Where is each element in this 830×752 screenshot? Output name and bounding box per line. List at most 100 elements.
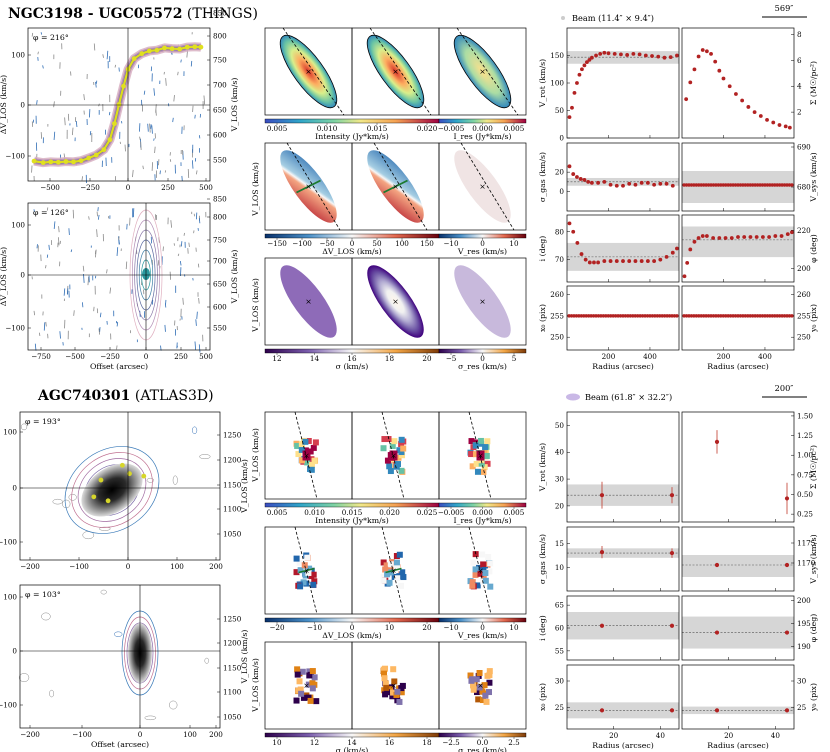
data-point (596, 314, 601, 318)
noise-contour (70, 249, 73, 253)
data-point (716, 314, 721, 318)
map-pixel (381, 670, 388, 677)
map-pixel (386, 579, 393, 586)
rotation-curve-point (192, 44, 198, 50)
pv-frame (19, 584, 221, 729)
data-point (724, 183, 728, 187)
noise-contour (164, 324, 166, 332)
map-pixel (296, 678, 303, 685)
noise-contour (204, 657, 210, 664)
data-point (582, 314, 586, 318)
y-tick-label: −100 (5, 324, 25, 333)
map-pixel (389, 693, 396, 700)
map-pixel (302, 447, 309, 454)
noise-contour (180, 59, 182, 63)
map-pixel (398, 449, 405, 456)
noise-contour (49, 689, 55, 698)
noise-contour (89, 130, 92, 136)
data-point (736, 314, 740, 318)
colorbar-tick-label: 0.015 (367, 124, 388, 133)
colorbar-tick-label: 10 (509, 239, 519, 248)
data-point (670, 314, 674, 318)
data-point (709, 314, 713, 318)
data-point (746, 314, 750, 318)
residual-colorbar (438, 348, 527, 354)
data-point (699, 183, 703, 187)
uncertainty-band (682, 226, 794, 258)
major-axis-line (456, 27, 519, 116)
map-pixel (381, 675, 388, 682)
noise-contour (40, 32, 43, 35)
y-axis-label: V_LOS (km/s) (230, 78, 239, 133)
noise-contour (146, 477, 155, 483)
data-point (700, 48, 705, 52)
map-pixel (469, 582, 476, 589)
profile-frame (681, 214, 795, 283)
map-panel: × (367, 265, 424, 338)
y-tick-label: 200 (797, 264, 811, 273)
rotation-curve-point (127, 471, 132, 477)
noise-contour (125, 261, 128, 270)
data-point (645, 180, 650, 185)
y-tick-label: 150 (550, 51, 564, 60)
profile-surface-density: 0.25 0.50 0.75 1.00 1.25 1.50 Σ (M☉/pc²) (714, 411, 818, 522)
colorbar-label: Intensity (Jy*km/s) (315, 516, 389, 525)
data-point (682, 183, 686, 187)
map-pixel (398, 582, 405, 589)
x-tick-label: 0 (138, 730, 143, 739)
map-panel: × (454, 265, 511, 338)
x-tick-label: 400 (643, 352, 657, 361)
data-point (623, 314, 628, 318)
data-point (658, 314, 662, 318)
data-point (790, 230, 794, 235)
map-panel: × (454, 142, 515, 231)
colorbar-tick-label: 14 (347, 738, 357, 747)
data-point (665, 314, 669, 318)
rotation-curve-point (112, 121, 117, 127)
y-tick-label: 0 (20, 271, 25, 280)
y-tick-label: 4 (797, 82, 802, 91)
data-point (619, 52, 623, 57)
data-point (585, 60, 589, 64)
noise-contour (198, 297, 200, 304)
map-pixel (310, 581, 317, 588)
pa-angle-label: φ = 126° (33, 208, 69, 217)
rotation-curve-point (101, 147, 107, 153)
y-axis-label: V_rot (km/s) (538, 443, 547, 492)
map-pixel (307, 448, 314, 455)
map-pixel (468, 677, 475, 684)
map-panel: × (293, 666, 320, 705)
map-pixel (386, 463, 393, 470)
noise-contour (203, 95, 206, 105)
data-point (748, 235, 753, 239)
map-pixel (398, 441, 405, 448)
map-pixel (486, 679, 493, 686)
colorbar (264, 502, 440, 508)
map-pixel (383, 684, 390, 691)
y-tick-label: 700 (213, 81, 227, 90)
rotation-curve-point (91, 494, 97, 500)
data-point (784, 708, 790, 713)
data-point (734, 92, 738, 96)
beam-label: Beam (61.8″ × 32.2″) (585, 392, 672, 402)
galaxy-title: AGC740301 (ATLAS3D) (37, 388, 214, 404)
colorbar-tick-label: −2.5 (442, 738, 460, 747)
map-pixel (294, 442, 301, 449)
rotation-curve-point (141, 473, 147, 479)
noise-contour (116, 247, 119, 256)
colorbar-tick-label: 14 (310, 354, 320, 363)
data-point (751, 314, 755, 318)
major-axis-line (369, 27, 432, 116)
noise-contour (38, 332, 41, 337)
data-point (575, 241, 580, 245)
profile-inclination: 70 80 i (deg) (538, 221, 679, 282)
noise-contour (46, 207, 49, 211)
colorbar-label: I_res (Jy*km/s) (453, 516, 511, 525)
data-point (783, 124, 788, 129)
colorbar-tick-label: 100 (395, 239, 409, 248)
rotation-curve-point (107, 137, 113, 143)
data-point (594, 53, 598, 58)
data-point (580, 67, 584, 72)
